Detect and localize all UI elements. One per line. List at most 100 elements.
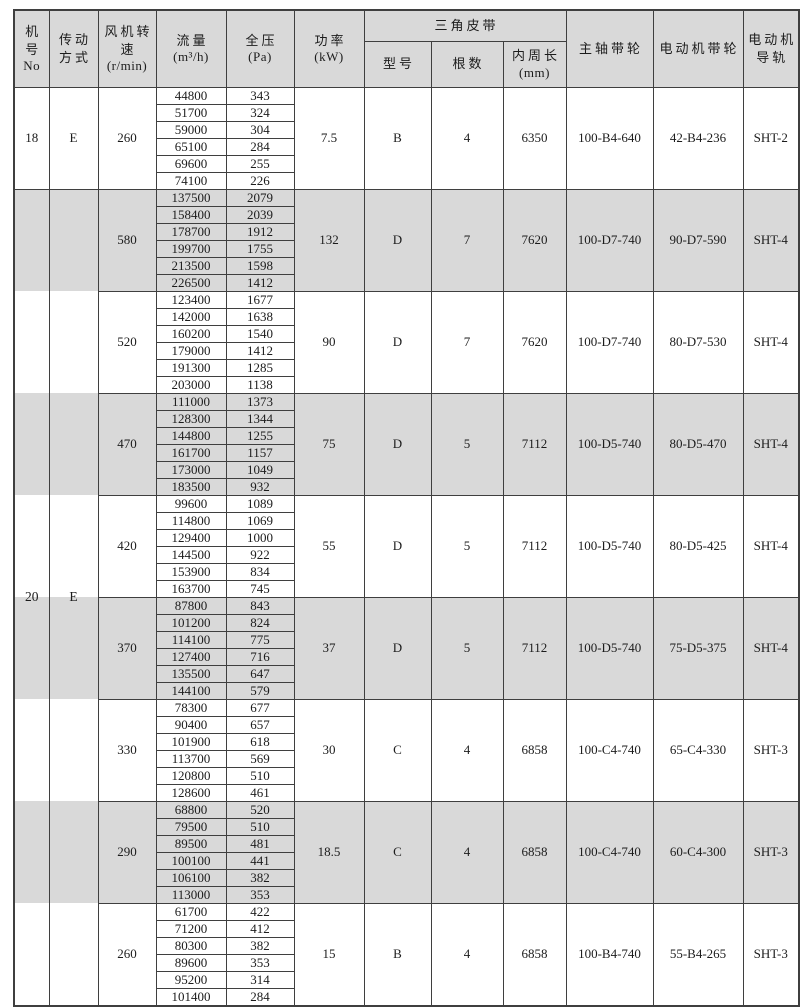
belt-length-cell: 6858 <box>502 902 567 1006</box>
flow-cell: 137500 <box>155 188 227 207</box>
pressure-cell: 657 <box>225 715 295 734</box>
stripe <box>15 393 48 496</box>
flow-cell: 61700 <box>155 902 227 921</box>
flow-cell: 113000 <box>155 885 227 904</box>
motor-rail-cell: SHT-4 <box>742 188 800 292</box>
pressure-cell: 1598 <box>225 256 295 275</box>
header-belt-length-zh: 内周长 <box>511 48 560 64</box>
flow-cell: 113700 <box>155 749 227 768</box>
header-fan-speed-unit: (r/min) <box>106 58 148 74</box>
pressure-cell: 382 <box>225 868 295 887</box>
motor-pulley-cell: 80-D7-530 <box>652 290 744 394</box>
flow-cell: 213500 <box>155 256 227 275</box>
drive-mode-cell-label: E <box>69 589 78 604</box>
flow-cell: 158400 <box>155 205 227 224</box>
header-motor-pulley: 电动机带轮 <box>652 9 744 88</box>
flow-cell: 51700 <box>155 103 227 122</box>
belt-count-cell: 5 <box>430 392 504 496</box>
belt-length-cell: 6858 <box>502 800 567 904</box>
motor-pulley-cell: 55-B4-265 <box>652 902 744 1006</box>
pressure-cell: 1138 <box>225 375 295 394</box>
flow-cell: 163700 <box>155 579 227 598</box>
header-flow: 流量 (m³/h) <box>155 9 227 88</box>
pressure-cell: 647 <box>225 664 295 683</box>
flow-cell: 144800 <box>155 426 227 445</box>
power-cell: 30 <box>293 698 365 802</box>
belt-length-cell: 7620 <box>502 188 567 292</box>
flow-cell: 44800 <box>155 86 227 105</box>
pressure-cell: 834 <box>225 562 295 581</box>
flow-cell: 114100 <box>155 630 227 649</box>
stripe <box>50 800 97 903</box>
machine-no-cell: 18 <box>13 86 50 190</box>
stripe <box>50 393 97 496</box>
shaft-pulley-cell: 100-B4-740 <box>565 902 654 1006</box>
pressure-cell: 716 <box>225 647 295 666</box>
power-cell: 37 <box>293 596 365 700</box>
pressure-cell: 314 <box>225 970 295 989</box>
belt-count-cell: 7 <box>430 290 504 394</box>
shaft-pulley-cell: 100-C4-740 <box>565 698 654 802</box>
pressure-cell: 353 <box>225 953 295 972</box>
pressure-cell: 1912 <box>225 222 295 241</box>
pressure-cell: 324 <box>225 103 295 122</box>
power-cell: 18.5 <box>293 800 365 904</box>
shaft-pulley-cell: 100-D7-740 <box>565 188 654 292</box>
power-cell: 7.5 <box>293 86 365 190</box>
motor-rail-cell: SHT-4 <box>742 596 800 700</box>
flow-cell: 128600 <box>155 783 227 802</box>
table-body: 18 E 260 44800 343 7.5 B 4 6350 100-B4-640 42-B4-2… <box>13 86 800 1006</box>
belt-count-cell: 5 <box>430 494 504 598</box>
header-belt-model: 型号 <box>363 40 432 88</box>
pressure-cell: 412 <box>225 919 295 938</box>
machine-no-cell: 20 <box>13 188 50 1006</box>
pressure-cell: 1677 <box>225 290 295 309</box>
pressure-cell: 353 <box>225 885 295 904</box>
flow-cell: 144500 <box>155 545 227 564</box>
flow-cell: 99600 <box>155 494 227 513</box>
belt-count-cell: 4 <box>430 902 504 1006</box>
pressure-cell: 304 <box>225 120 295 139</box>
pressure-cell: 824 <box>225 613 295 632</box>
stripe-background <box>15 189 48 1005</box>
header-drive-mode-l1: 传动 <box>58 32 91 48</box>
belt-model-cell: C <box>363 800 432 904</box>
pressure-cell: 2079 <box>225 188 295 207</box>
motor-pulley-cell: 65-C4-330 <box>652 698 744 802</box>
flow-cell: 59000 <box>155 120 227 139</box>
pressure-cell: 284 <box>225 987 295 1006</box>
belt-model-cell: D <box>363 188 432 292</box>
pressure-cell: 1285 <box>225 358 295 377</box>
fan-speed-cell: 470 <box>97 392 157 496</box>
header-belt-model-label: 型号 <box>382 56 415 72</box>
header-drive-mode-l2: 方式 <box>58 49 91 65</box>
power-cell: 75 <box>293 392 365 496</box>
flow-cell: 65100 <box>155 137 227 156</box>
motor-rail-cell: SHT-3 <box>742 902 800 1006</box>
belt-count-cell: 4 <box>430 800 504 904</box>
pressure-cell: 441 <box>225 851 295 870</box>
header-flow-zh: 流量 <box>176 32 209 48</box>
fan-speed-cell: 260 <box>97 902 157 1006</box>
header-shaft-pulley-label: 主轴带轮 <box>578 40 643 56</box>
flow-cell: 183500 <box>155 477 227 496</box>
pressure-cell: 1755 <box>225 239 295 258</box>
flow-cell: 226500 <box>155 273 227 292</box>
motor-pulley-cell: 80-D5-425 <box>652 494 744 598</box>
flow-cell: 69600 <box>155 154 227 173</box>
flow-cell: 178700 <box>155 222 227 241</box>
belt-count-cell: 5 <box>430 596 504 700</box>
pressure-cell: 745 <box>225 579 295 598</box>
pressure-cell: 579 <box>225 681 295 700</box>
belt-count-cell: 4 <box>430 86 504 190</box>
belt-length-cell: 7620 <box>502 290 567 394</box>
power-cell: 90 <box>293 290 365 394</box>
flow-cell: 160200 <box>155 324 227 343</box>
header-motor-rail-l2: 导轨 <box>756 49 789 65</box>
stripe-background <box>50 189 97 1005</box>
belt-model-cell: B <box>363 86 432 190</box>
pressure-cell: 1255 <box>225 426 295 445</box>
power-cell: 55 <box>293 494 365 598</box>
flow-cell: 89600 <box>155 953 227 972</box>
pressure-cell: 1373 <box>225 392 295 411</box>
